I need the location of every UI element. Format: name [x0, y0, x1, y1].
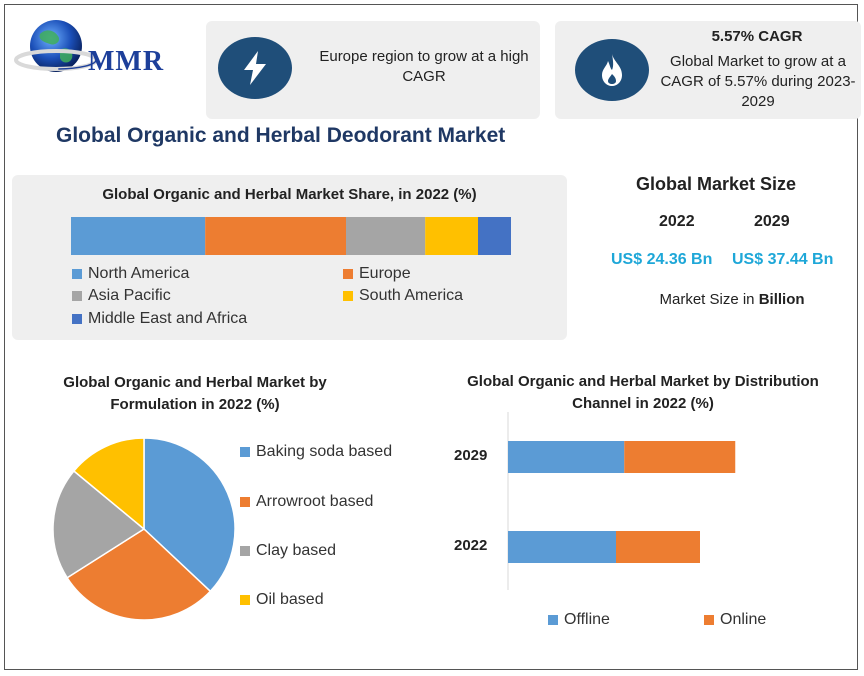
- card-cagr-heading: 5.57% CAGR: [711, 28, 803, 45]
- legend-label: Baking soda based: [256, 443, 393, 460]
- market-size-year-2022: 2022: [659, 213, 695, 230]
- legend-north-america: North America: [72, 265, 189, 283]
- legend-oil: Oil based: [240, 591, 324, 609]
- pie-slice-oil-based: [72, 437, 145, 531]
- legend-label: Europe: [359, 265, 411, 282]
- legend-swatch: [240, 595, 250, 605]
- fire-icon: [575, 39, 649, 101]
- legend-clay: Clay based: [240, 542, 336, 560]
- market-size-note-unit: Billion: [758, 291, 805, 308]
- legend-swatch: [72, 269, 82, 279]
- legend-offline: Offline: [548, 611, 610, 629]
- share-bar-europe: [205, 217, 346, 255]
- legend-swatch: [548, 615, 558, 625]
- pie-slice-baking-soda-based: [143, 437, 236, 593]
- market-size-value-2022: US$ 24.36 Bn: [611, 251, 713, 268]
- page-frame: [4, 4, 858, 670]
- legend-arrowroot: Arrowroot based: [240, 493, 373, 511]
- legend-label: South America: [359, 287, 464, 304]
- legend-label: Asia Pacific: [88, 287, 171, 304]
- legend-middle-east-africa: Middle East and Africa: [72, 310, 247, 328]
- legend-label: Online: [720, 611, 767, 628]
- market-share-title: Global Organic and Herbal Market Share, …: [102, 186, 477, 203]
- legend-asia-pacific: Asia Pacific: [72, 287, 171, 305]
- bar-2029-offline: [508, 441, 625, 473]
- legend-swatch: [704, 615, 714, 625]
- page-title: Global Organic and Herbal Deodorant Mark…: [56, 124, 506, 147]
- legend-label: Middle East and Africa: [88, 310, 248, 327]
- legend-label: Arrowroot based: [256, 493, 374, 510]
- y-label-2022: 2022: [454, 537, 488, 554]
- info-card-europe: Europe region to grow at a high CAGR: [206, 21, 540, 119]
- bar-2029-online: [624, 441, 736, 473]
- legend-online: Online: [704, 611, 766, 629]
- share-bar-north-america: [71, 217, 206, 255]
- market-share-panel: [12, 175, 567, 340]
- market-size-note-prefix: Market Size in: [659, 291, 759, 308]
- legend-baking-soda: Baking soda based: [240, 443, 392, 461]
- logo-text: MMR: [88, 46, 165, 77]
- legend-europe: Europe: [343, 265, 411, 283]
- market-size-value-2029: US$ 37.44 Bn: [732, 251, 834, 268]
- legend-label: Clay based: [256, 542, 337, 559]
- lightning-icon: [218, 37, 292, 99]
- legend-swatch: [343, 269, 353, 279]
- pie-slice-clay-based: [52, 469, 146, 579]
- card-cagr-text: Global Market to grow at a CAGR of 5.57%…: [660, 53, 856, 110]
- globe-icon: [14, 20, 98, 72]
- y-label-2029: 2029: [454, 447, 488, 464]
- bar-2022-online: [616, 531, 700, 563]
- legend-label: Oil based: [256, 591, 324, 608]
- formulation-chart-title: Global Organic and Herbal Market by Form…: [63, 374, 327, 413]
- legend-swatch: [240, 447, 250, 457]
- bar-2022-offline: [508, 531, 616, 563]
- share-bar-middle-east-and-africa: [478, 217, 511, 255]
- legend-swatch: [72, 314, 82, 324]
- share-bar-asia-pacific: [346, 217, 426, 255]
- market-size-year-2029: 2029: [754, 213, 790, 230]
- legend-swatch: [240, 497, 250, 507]
- distribution-chart-title: Global Organic and Herbal Market by Dist…: [467, 373, 819, 412]
- market-size-note: Market Size in Billion: [610, 291, 854, 308]
- market-size-title: Global Market Size: [635, 174, 797, 194]
- legend-swatch: [240, 546, 250, 556]
- legend-label: Offline: [564, 611, 610, 628]
- card-europe-text: Europe region to grow at a high CAGR: [319, 48, 529, 85]
- legend-label: North America: [88, 265, 190, 282]
- legend-swatch: [72, 291, 82, 301]
- pie-slice-arrowroot-based: [66, 528, 212, 621]
- info-card-cagr: 5.57% CAGR Global Market to grow at a CA…: [555, 21, 861, 119]
- legend-swatch: [343, 291, 353, 301]
- legend-south-america: South America: [343, 287, 463, 305]
- share-bar-south-america: [425, 217, 478, 255]
